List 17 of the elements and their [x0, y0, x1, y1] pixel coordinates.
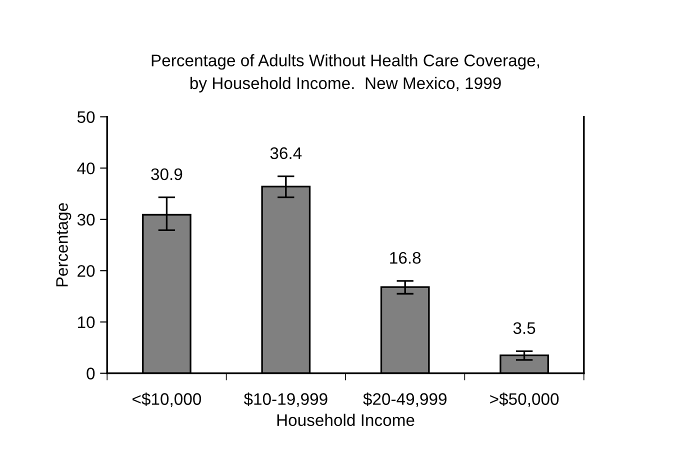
data-label: 3.5: [513, 322, 536, 334]
y-tick-label: 0: [86, 368, 95, 380]
data-label: 16.8: [390, 252, 421, 264]
y-tick-label: 20: [78, 265, 95, 277]
y-tick-label: 40: [77, 162, 95, 174]
x-tick-label: >$50,000: [490, 392, 559, 407]
data-label: 30.9: [151, 168, 182, 180]
chart-title: Percentage of Adults Without Health Care Coverage, by Household Income. New Mexico, 1999: [152, 54, 540, 92]
data-label: 36.4: [270, 147, 302, 160]
y-axis-title: Percentage: [56, 203, 72, 286]
x-axis-title: Household Income: [277, 414, 414, 426]
y-tick-label: 30: [77, 214, 95, 226]
x-tick-label: $10-19,999: [244, 392, 328, 407]
x-tick-label: $20-49,999: [363, 392, 446, 407]
y-tick-label: 50: [77, 111, 95, 123]
x-tick-label: <$10,000: [132, 392, 202, 407]
y-tick-label: 10: [78, 316, 95, 328]
